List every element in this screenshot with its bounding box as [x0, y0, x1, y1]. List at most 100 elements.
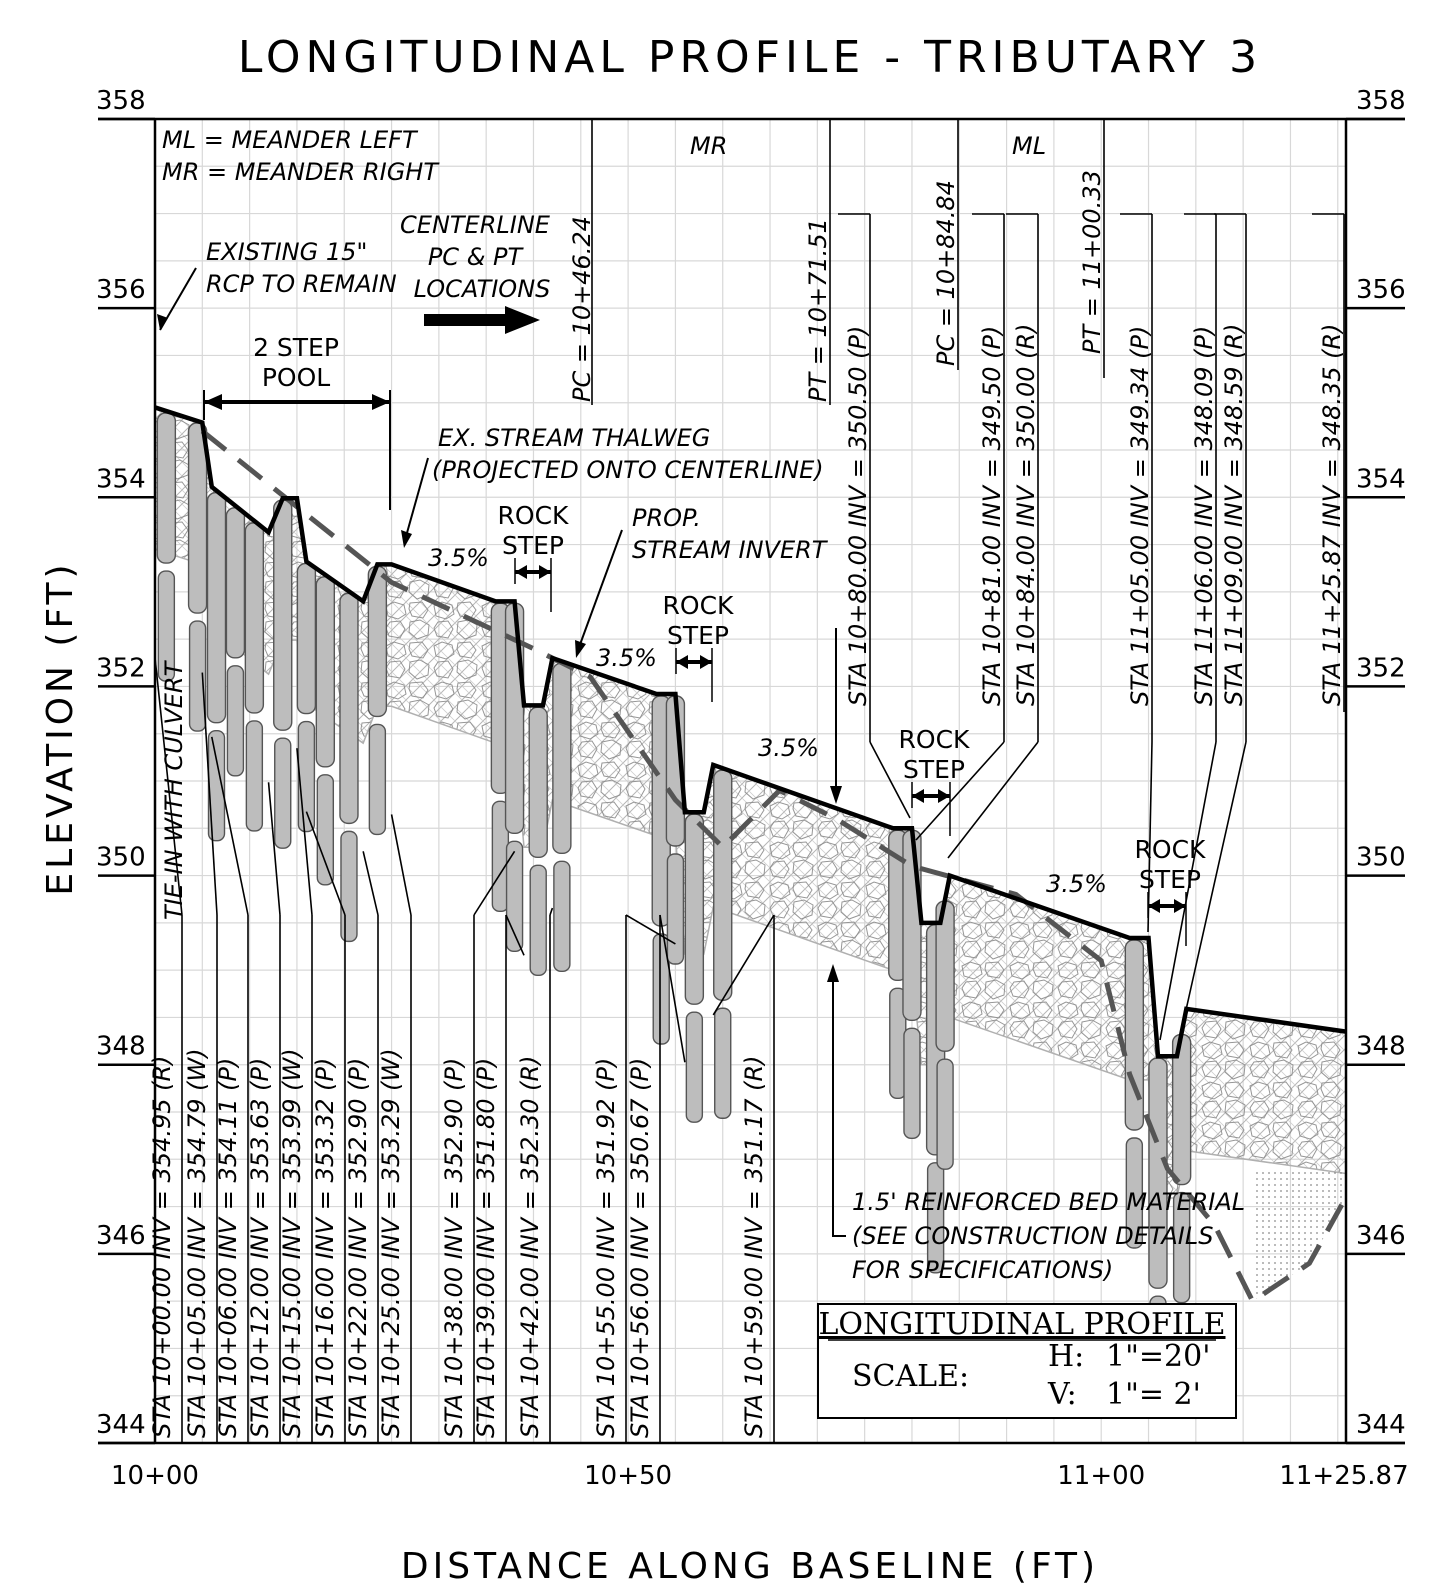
meander-left-label: ML — [1012, 132, 1046, 160]
pool-extension-lines — [203, 390, 391, 510]
stone — [339, 592, 359, 825]
curve-point-pt-1: PT = 10+71.51 — [804, 218, 832, 402]
stone — [315, 576, 336, 768]
station-leader — [390, 814, 412, 916]
station-label: STA 11+09.00 INV = 348.59 (R) — [1220, 323, 1248, 706]
station-leader — [947, 741, 1039, 859]
station-leader — [712, 914, 775, 1016]
station-leader — [915, 741, 1005, 841]
rock-step-arrowheads — [1148, 899, 1186, 913]
rock-step-line1: ROCK — [1135, 835, 1207, 864]
station-leader — [869, 741, 911, 819]
thalweg-line — [200, 429, 1349, 1305]
y-tick-label-left: 348 — [96, 1032, 146, 1062]
scale-box: LONGITUDINAL PROFILE SCALE: H: 1"=20' V:… — [817, 1303, 1237, 1419]
stone — [225, 507, 246, 659]
stone — [340, 830, 358, 943]
stone — [274, 737, 292, 849]
rock-step-arrowheads — [515, 565, 551, 579]
thalweg-line1: EX. STREAM THALWEG — [438, 424, 710, 452]
slope-label-1: 3.5% — [428, 544, 489, 572]
stone — [714, 1007, 732, 1119]
y-tick-label-right: 344 — [1356, 1410, 1406, 1440]
stone — [528, 706, 548, 859]
y-tick-label-left: 346 — [96, 1221, 146, 1251]
x-tick-label: 11+25.87 — [1279, 1461, 1408, 1491]
stone — [1172, 1191, 1191, 1304]
bed-material-line2: (SEE CONSTRUCTION DETAILS — [852, 1222, 1213, 1250]
station-leader — [659, 914, 686, 1063]
stone — [553, 860, 571, 973]
y-tick-label-right: 350 — [1356, 843, 1406, 873]
stone — [1125, 1137, 1144, 1249]
stone — [367, 565, 388, 718]
y-tick-label-left: 358 — [96, 86, 146, 116]
stone — [1148, 1057, 1168, 1289]
y-tick-label-left: 352 — [96, 653, 146, 683]
x-tick-label: 10+00 — [111, 1461, 199, 1491]
station-label: STA 10+22.00 INV = 352.90 (P) — [344, 1058, 372, 1438]
station-label: STA 11+06.00 INV = 348.09 (P) — [1190, 326, 1218, 706]
station-label: STA 10+59.00 INV = 351.17 (R) — [740, 1055, 768, 1438]
curve-point-pc-1: PC = 10+46.24 — [568, 216, 596, 402]
thalweg-and-invert — [154, 405, 1349, 1305]
station-label: STA 10+05.00 INV = 354.79 (W) — [183, 1048, 211, 1438]
y-tick-label-left: 354 — [96, 464, 146, 494]
station-leader — [505, 914, 525, 956]
stone — [273, 499, 293, 731]
rcp-arrowhead — [157, 314, 168, 330]
curve-point-pc-2: PC = 10+84.84 — [932, 180, 960, 366]
station-label: STA 10+56.00 INV = 350.67 (P) — [626, 1058, 654, 1438]
arrow-right-icon — [424, 306, 540, 334]
station-label: STA 10+25.00 INV = 353.29 (W) — [377, 1048, 405, 1438]
y-tick-label-right: 358 — [1356, 86, 1406, 116]
prop-invert-leader — [577, 529, 623, 651]
rock-step-arrowheads — [676, 655, 712, 669]
station-label: STA 11+05.00 INV = 349.34 (P) — [1126, 326, 1154, 706]
scale-box-frame — [817, 1303, 1237, 1419]
y-tick-label-right: 346 — [1356, 1221, 1406, 1251]
rock-step-line1: ROCK — [663, 591, 735, 620]
rock-step-line2: STEP — [502, 531, 564, 560]
rock-step-line1: ROCK — [498, 501, 570, 530]
scale-v-label: V: — [1047, 1377, 1077, 1412]
invert-line — [154, 405, 1347, 1059]
station-leader — [473, 850, 516, 916]
stone — [903, 1027, 921, 1139]
stone — [316, 774, 335, 886]
bed-material-rocks — [155, 407, 1346, 1199]
stone — [157, 570, 176, 682]
station-leader — [549, 907, 554, 916]
station-label: STA 10+39.00 INV = 351.80 (P) — [472, 1058, 500, 1438]
prop-invert-line2: STREAM INVERT — [632, 536, 829, 564]
station-labels-top: STA 10+80.00 INV = 350.50 (P) STA 10+81.0… — [844, 323, 1346, 706]
bed-material-arrowhead — [827, 964, 839, 982]
existing-rcp-line1: EXISTING 15" — [206, 238, 367, 266]
thalweg-arrowhead — [401, 530, 412, 548]
rock-step-line2: STEP — [1139, 865, 1201, 894]
y-tick-label-right: 356 — [1356, 275, 1406, 305]
centerline-line2: PC & PT — [428, 243, 525, 271]
x-tick-label: 10+50 — [584, 1461, 672, 1491]
bed-material-line1: 1.5' REINFORCED BED MATERIAL — [852, 1188, 1245, 1216]
stone — [188, 620, 207, 732]
station-leader — [625, 914, 676, 945]
x-axis-title: DISTANCE ALONG BASELINE (FT) — [401, 1546, 1099, 1587]
page-title: LONGITUDINAL PROFILE - TRIBUTARY 3 — [238, 32, 1262, 83]
stone — [368, 723, 387, 836]
station-label: STA 10+00.00 INV = 354.95 (R) — [148, 1055, 176, 1438]
y-tick-label-right: 354 — [1356, 464, 1406, 494]
station-label: STA 10+16.00 INV = 353.32 (P) — [311, 1058, 339, 1438]
station-leader — [305, 811, 346, 916]
y-tick-label-left: 344 — [96, 1410, 146, 1440]
stone — [926, 1162, 945, 1274]
prop-invert-line1: PROP. — [632, 504, 701, 532]
bed-material-leader — [832, 972, 846, 1237]
thalweg-pocket-fill — [1252, 1168, 1346, 1302]
centerline-line3: LOCATIONS — [414, 275, 551, 303]
station-leader — [267, 782, 281, 916]
scale-label: SCALE: — [852, 1359, 969, 1394]
y-tick-label-left: 356 — [96, 275, 146, 305]
bed-material-line3: FOR SPECIFICATIONS) — [852, 1256, 1113, 1284]
